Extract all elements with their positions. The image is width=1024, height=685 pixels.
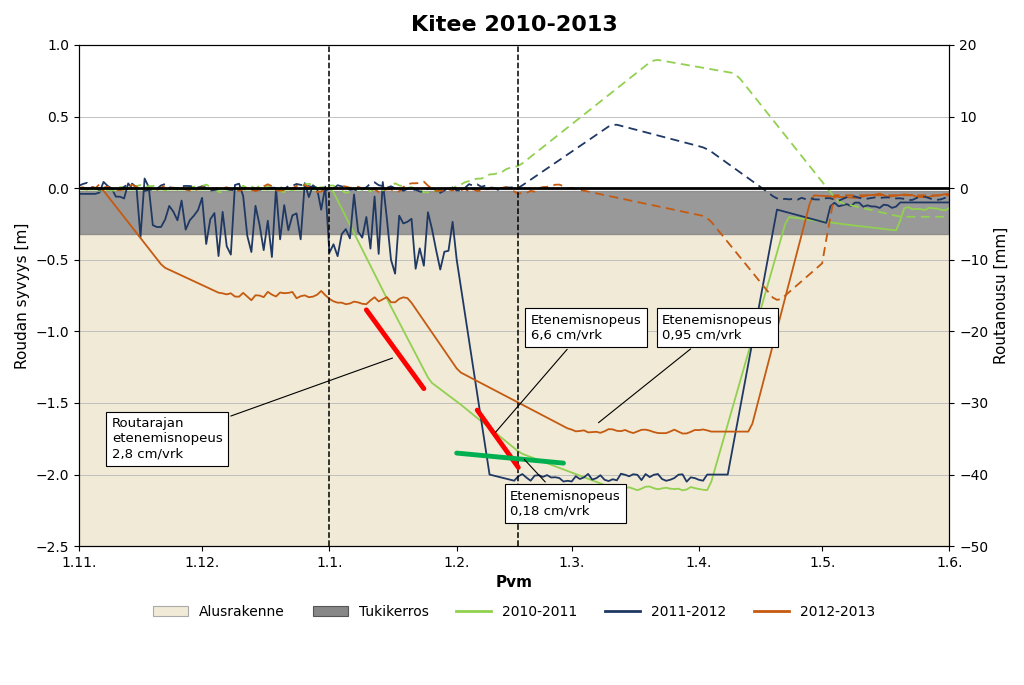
Text: Etenemisnopeus
6,6 cm/vrk: Etenemisnopeus 6,6 cm/vrk bbox=[496, 314, 641, 432]
Legend: Alusrakenne, Tukikerros, 2010-2011, 2011-2012, 2012-2013: Alusrakenne, Tukikerros, 2010-2011, 2011… bbox=[147, 599, 881, 625]
Y-axis label: Roudan syvyys [m]: Roudan syvyys [m] bbox=[15, 223, 30, 369]
Bar bbox=[79, 234, 949, 546]
Text: Etenemisnopeus
0,95 cm/vrk: Etenemisnopeus 0,95 cm/vrk bbox=[598, 314, 773, 423]
X-axis label: Pvm: Pvm bbox=[496, 575, 532, 590]
Text: Etenemisnopeus
0,18 cm/vrk: Etenemisnopeus 0,18 cm/vrk bbox=[510, 460, 621, 518]
Text: Routarajan
etenemisnopeus
2,8 cm/vrk: Routarajan etenemisnopeus 2,8 cm/vrk bbox=[112, 358, 392, 460]
Bar bbox=[79, 191, 949, 234]
Y-axis label: Routanousu [mm]: Routanousu [mm] bbox=[994, 227, 1009, 364]
Title: Kitee 2010-2013: Kitee 2010-2013 bbox=[411, 15, 617, 35]
